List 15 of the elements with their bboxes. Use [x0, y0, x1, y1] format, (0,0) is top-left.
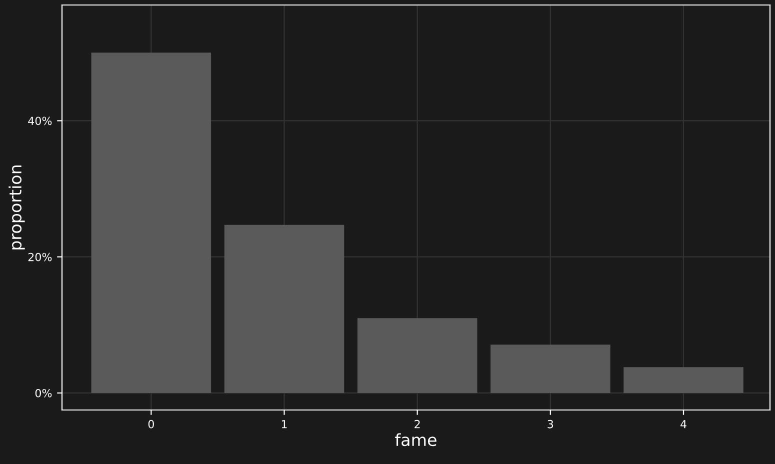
x-tick-label: 2: [414, 420, 420, 428]
y-axis-title: proportion: [8, 166, 25, 250]
x-tick-label: 0: [148, 420, 154, 428]
y-tick-label: 0%: [35, 388, 52, 398]
bar: [224, 224, 344, 393]
bar: [624, 367, 744, 393]
x-tick-label: 1: [282, 420, 287, 428]
bar: [91, 52, 212, 393]
y-tick-label: 40%: [28, 116, 52, 126]
bar: [490, 344, 610, 393]
x-axis-title: fame: [395, 433, 436, 446]
y-tick-label: 20%: [28, 252, 52, 262]
x-tick-label: 4: [680, 420, 686, 428]
x-tick-label: 3: [548, 420, 554, 428]
bar: [357, 318, 478, 393]
